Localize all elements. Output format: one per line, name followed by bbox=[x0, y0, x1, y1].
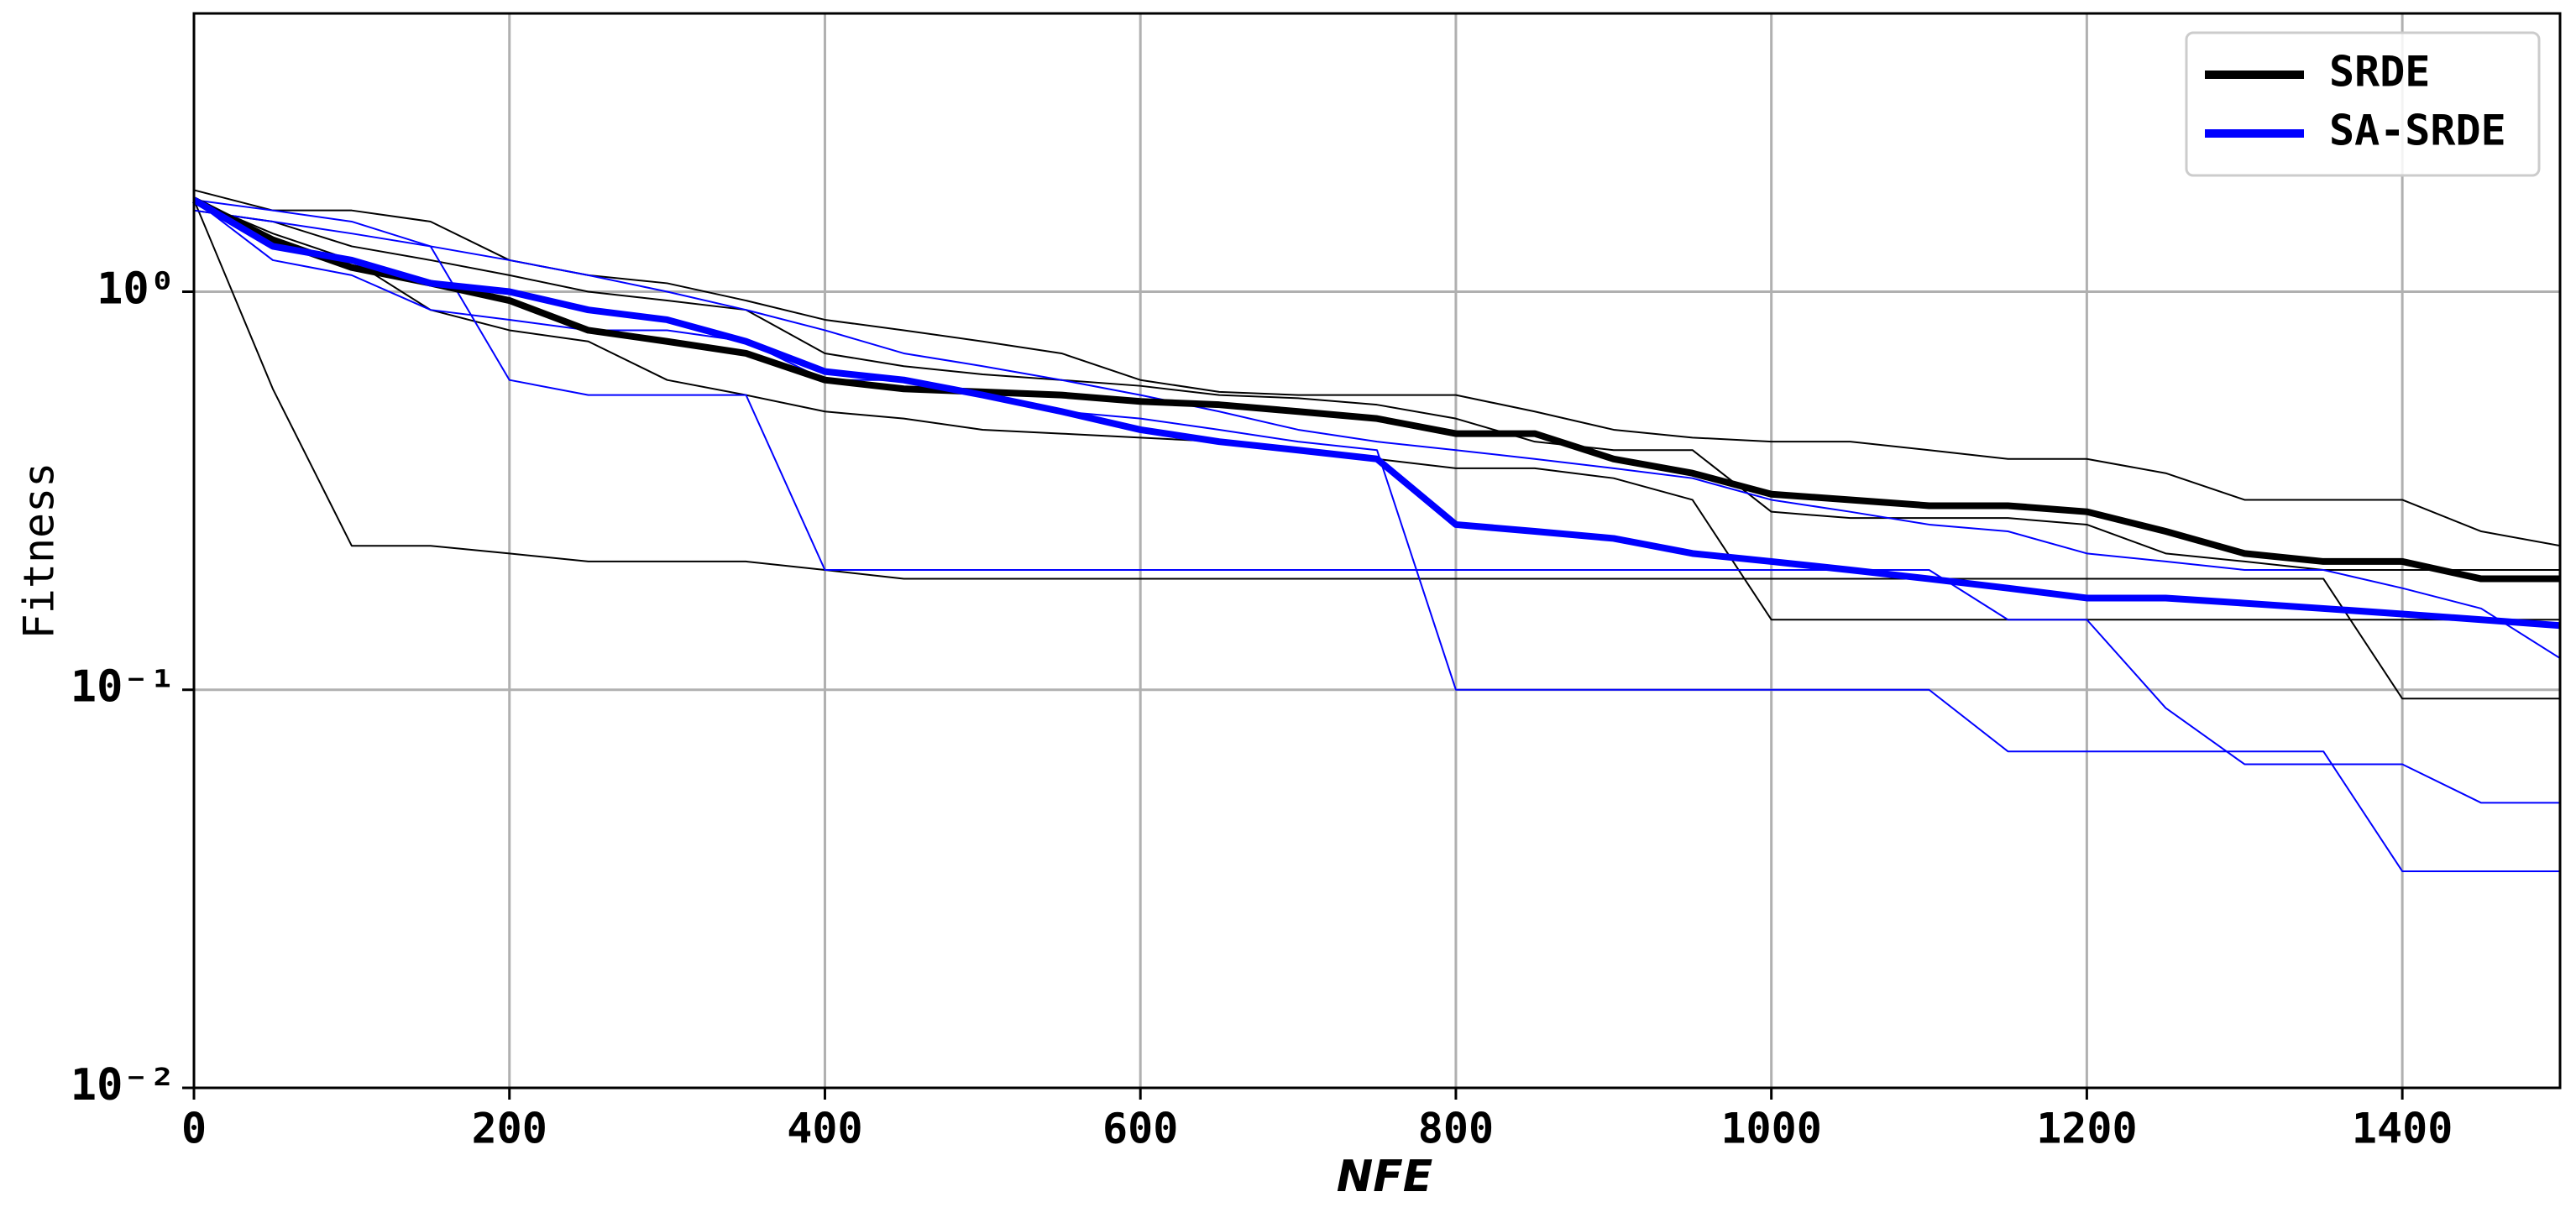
run-line bbox=[193, 209, 2560, 804]
y-tick-label: 10⁻¹ bbox=[71, 662, 175, 713]
x-tick-label: 1000 bbox=[1720, 1105, 1821, 1153]
legend-label: SRDE bbox=[2329, 48, 2430, 97]
run-line bbox=[193, 199, 2561, 660]
legend-label: SA-SRDE bbox=[2329, 107, 2506, 155]
series-line bbox=[191, 196, 2561, 630]
x-tick-label: 600 bbox=[1102, 1105, 1178, 1153]
plot-frame bbox=[192, 12, 2562, 1090]
x-tick-label: 1400 bbox=[2352, 1105, 2453, 1153]
x-tick-label: 1200 bbox=[2036, 1105, 2137, 1153]
x-tick-label: 800 bbox=[1418, 1105, 1494, 1153]
y-axis-label: Fitness bbox=[15, 463, 64, 640]
y-tick-label: 10⁰ bbox=[97, 264, 175, 314]
run-line bbox=[193, 189, 2561, 547]
y-tick-label: 10⁻² bbox=[71, 1060, 175, 1111]
run-line bbox=[193, 209, 2560, 571]
x-tick-label: 200 bbox=[472, 1105, 547, 1153]
legend-box bbox=[2185, 31, 2541, 177]
series-line bbox=[192, 196, 2560, 583]
x-axis-label: NFE bbox=[1337, 1152, 1433, 1202]
x-tick-label: 400 bbox=[787, 1105, 862, 1153]
run-line bbox=[193, 199, 2560, 700]
legend: SRDE SA-SRDE bbox=[2185, 31, 2541, 177]
x-tick-label: 0 bbox=[181, 1105, 207, 1153]
